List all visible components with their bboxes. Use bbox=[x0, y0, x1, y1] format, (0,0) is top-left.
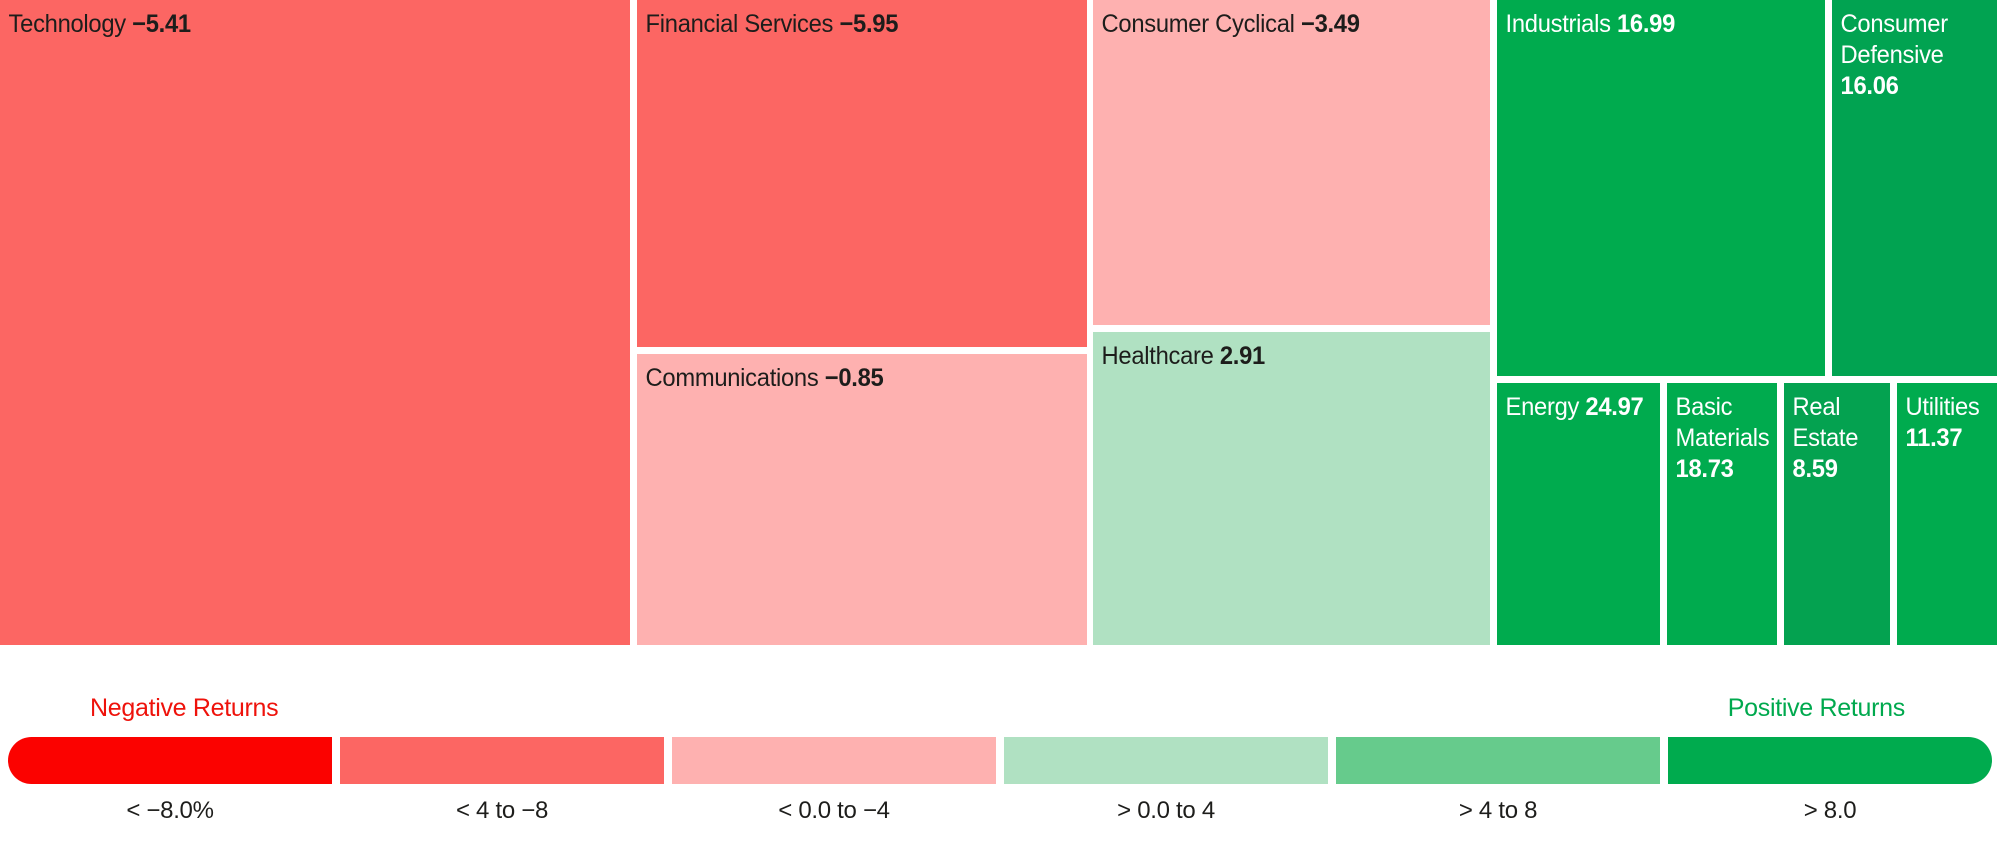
tile-return-value: −0.85 bbox=[824, 364, 884, 392]
tile-label: Real Estate 8.59 bbox=[1784, 383, 1885, 485]
tile-label: Consumer Defensive 16.06 bbox=[1832, 0, 1989, 102]
tile-label: Financial Services −5.95 bbox=[637, 0, 1065, 40]
tile-healthcare[interactable]: Healthcare 2.91 bbox=[1093, 332, 1490, 645]
returns-legend: Negative Returns Positive Returns < −8.0… bbox=[0, 645, 2000, 863]
tile-sector-name: Real Estate bbox=[1792, 393, 1859, 452]
legend-segment-1 bbox=[8, 737, 332, 784]
tile-label: Utilities 11.37 bbox=[1897, 383, 1992, 454]
tile-sector-name: Healthcare bbox=[1101, 342, 1220, 370]
tile-sector-name: Energy bbox=[1505, 393, 1586, 421]
legend-color-bar bbox=[8, 737, 1992, 784]
tile-consumer-defensive[interactable]: Consumer Defensive 16.06 bbox=[1832, 0, 1997, 376]
tile-real-estate[interactable]: Real Estate 8.59 bbox=[1784, 383, 1890, 645]
tile-return-value: −3.49 bbox=[1300, 10, 1360, 38]
tile-sector-name: Basic Materials bbox=[1675, 393, 1770, 452]
tile-communications[interactable]: Communications −0.85 bbox=[637, 354, 1087, 645]
tile-industrials[interactable]: Industrials 16.99 bbox=[1497, 0, 1825, 376]
positive-returns-label: Positive Returns bbox=[1727, 694, 1906, 722]
treemap: Technology −5.41 Financial Services −5.95… bbox=[0, 0, 1997, 645]
tile-return-value: 8.59 bbox=[1792, 455, 1838, 483]
tile-sector-name: Consumer Defensive bbox=[1840, 10, 1949, 69]
legend-range-label-3: < 0.0 to −4 bbox=[778, 797, 890, 824]
tile-label: Communications −0.85 bbox=[637, 354, 1065, 394]
tile-sector-name: Technology bbox=[8, 10, 133, 38]
tile-financial-services[interactable]: Financial Services −5.95 bbox=[637, 0, 1087, 347]
tile-label: Healthcare 2.91 bbox=[1093, 332, 1470, 372]
tile-basic-materials[interactable]: Basic Materials 18.73 bbox=[1667, 383, 1777, 645]
tile-sector-name: Communications bbox=[645, 364, 825, 392]
legend-range-label-4: > 0.0 to 4 bbox=[1117, 797, 1215, 824]
tile-label: Energy 24.97 bbox=[1497, 383, 1652, 423]
tile-consumer-cyclical[interactable]: Consumer Cyclical −3.49 bbox=[1093, 0, 1490, 325]
legend-segment-4 bbox=[1004, 737, 1328, 784]
legend-segment-2 bbox=[340, 737, 664, 784]
tile-label: Technology −5.41 bbox=[0, 0, 599, 40]
tile-sector-name: Financial Services bbox=[645, 10, 840, 38]
tile-return-value: 24.97 bbox=[1585, 393, 1644, 421]
tile-return-value: −5.41 bbox=[132, 10, 191, 38]
legend-range-labels: < −8.0% < 4 to −8 < 0.0 to −4 > 0.0 to 4 > 4… bbox=[8, 797, 1992, 825]
legend-range-label-5: > 4 to 8 bbox=[1458, 797, 1538, 824]
tile-label: Basic Materials 18.73 bbox=[1667, 383, 1772, 485]
tile-return-value: 11.37 bbox=[1905, 424, 1963, 452]
legend-range-label-6: > 8.0 bbox=[1803, 797, 1857, 824]
tile-sector-name: Utilities bbox=[1905, 393, 1980, 421]
tile-return-value: 16.99 bbox=[1616, 10, 1675, 38]
tile-return-value: −5.95 bbox=[839, 10, 899, 38]
tile-return-value: 18.73 bbox=[1675, 455, 1734, 483]
legend-range-label-1: < −8.0% bbox=[126, 797, 214, 824]
legend-segment-5 bbox=[1336, 737, 1660, 784]
tile-technology[interactable]: Technology −5.41 bbox=[0, 0, 630, 645]
tile-sector-name: Consumer Cyclical bbox=[1101, 10, 1301, 38]
legend-segment-6 bbox=[1668, 737, 1992, 784]
tile-sector-name: Industrials bbox=[1505, 10, 1617, 38]
legend-segment-3 bbox=[672, 737, 996, 784]
tile-label: Consumer Cyclical −3.49 bbox=[1093, 0, 1470, 40]
tile-energy[interactable]: Energy 24.97 bbox=[1497, 383, 1660, 645]
tile-utilities[interactable]: Utilities 11.37 bbox=[1897, 383, 1997, 645]
tile-return-value: 16.06 bbox=[1840, 72, 1899, 100]
legend-range-label-2: < 4 to −8 bbox=[455, 797, 549, 824]
tile-label: Industrials 16.99 bbox=[1497, 0, 1809, 40]
negative-returns-label: Negative Returns bbox=[90, 694, 279, 722]
tile-return-value: 2.91 bbox=[1219, 342, 1265, 370]
